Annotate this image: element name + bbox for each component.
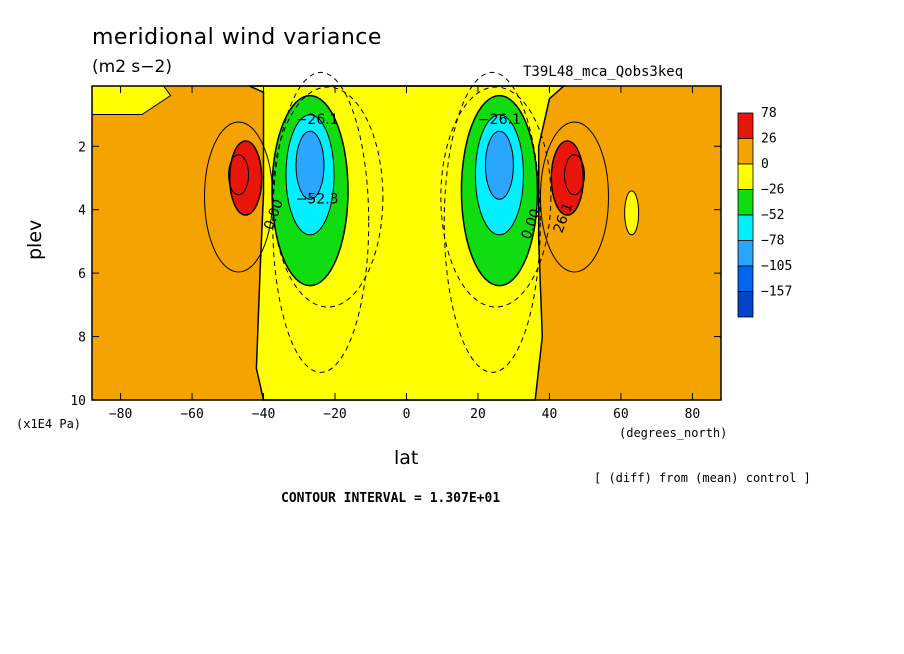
positive-contour-line — [539, 121, 609, 273]
x-tick-label: 80 — [685, 407, 701, 422]
contour-label: −26.1 — [478, 112, 521, 128]
chart-title: meridional wind variance — [92, 25, 382, 50]
x-tick-label: 40 — [542, 407, 558, 422]
colorbar-label: −78 — [761, 234, 784, 249]
positive-contour-line — [228, 154, 250, 196]
positive-contour-line — [563, 154, 585, 196]
x-tick-label: −20 — [323, 407, 346, 422]
negative-contour-line — [440, 86, 552, 308]
colorbar-swatch — [737, 112, 754, 139]
y-tick-label: 6 — [78, 267, 86, 282]
positive-contour-line — [204, 121, 274, 273]
run-id-label: T39L48_mca_Qobs3keq — [523, 64, 684, 80]
x-tick-label: 20 — [470, 407, 486, 422]
x-tick-label: −60 — [180, 407, 203, 422]
contour-label: −52.3 — [296, 191, 339, 207]
colorbar-label: 0 — [761, 157, 769, 172]
colorbar-swatch — [737, 291, 754, 318]
colorbar-swatch — [737, 240, 754, 267]
negative-contour-line — [272, 71, 370, 373]
diff-note: [ (diff) from (mean) control ] — [594, 471, 811, 485]
contour-interval-label: CONTOUR INTERVAL = 1.307E+01 — [281, 491, 501, 506]
y-tick-label: 10 — [70, 394, 86, 409]
colorbar-label: 26 — [761, 132, 777, 147]
colorbar-swatch — [737, 138, 754, 165]
negative-cell-blue — [484, 130, 514, 200]
contour-label: −26.1 — [296, 112, 339, 128]
positive-cell-red — [550, 140, 585, 216]
chart-subtitle: (m2 s−2) — [92, 57, 172, 77]
negative-contour-line — [272, 86, 384, 308]
x-tick-label: 60 — [613, 407, 629, 422]
colorbar-swatch — [737, 163, 754, 190]
colorbar-label: −105 — [761, 259, 792, 274]
x-axis-units: (degrees_north) — [619, 426, 728, 440]
colorbar-label: 78 — [761, 106, 777, 121]
colorbar-swatch — [737, 265, 754, 292]
x-tick-label: 0 — [403, 407, 411, 422]
colorbar-swatch — [737, 214, 754, 241]
colorbar-label: −26 — [761, 183, 784, 198]
x-axis-label: lat — [394, 447, 419, 469]
y-axis-label: plev — [24, 219, 46, 260]
colorbar-label: −52 — [761, 208, 784, 223]
near-zero-patch — [624, 190, 640, 236]
colorbar-label: −157 — [761, 285, 792, 300]
negative-cell-blue — [295, 130, 325, 200]
x-tick-label: −80 — [109, 407, 132, 422]
x-tick-label: −40 — [252, 407, 275, 422]
y-tick-label: 8 — [78, 331, 86, 346]
positive-cell-red — [228, 140, 263, 216]
negative-contour-line — [443, 71, 541, 373]
y-tick-label: 2 — [78, 140, 86, 155]
y-axis-units: (x1E4 Pa) — [16, 417, 82, 431]
y-tick-label: 4 — [78, 204, 86, 219]
colorbar-swatch — [737, 189, 754, 216]
